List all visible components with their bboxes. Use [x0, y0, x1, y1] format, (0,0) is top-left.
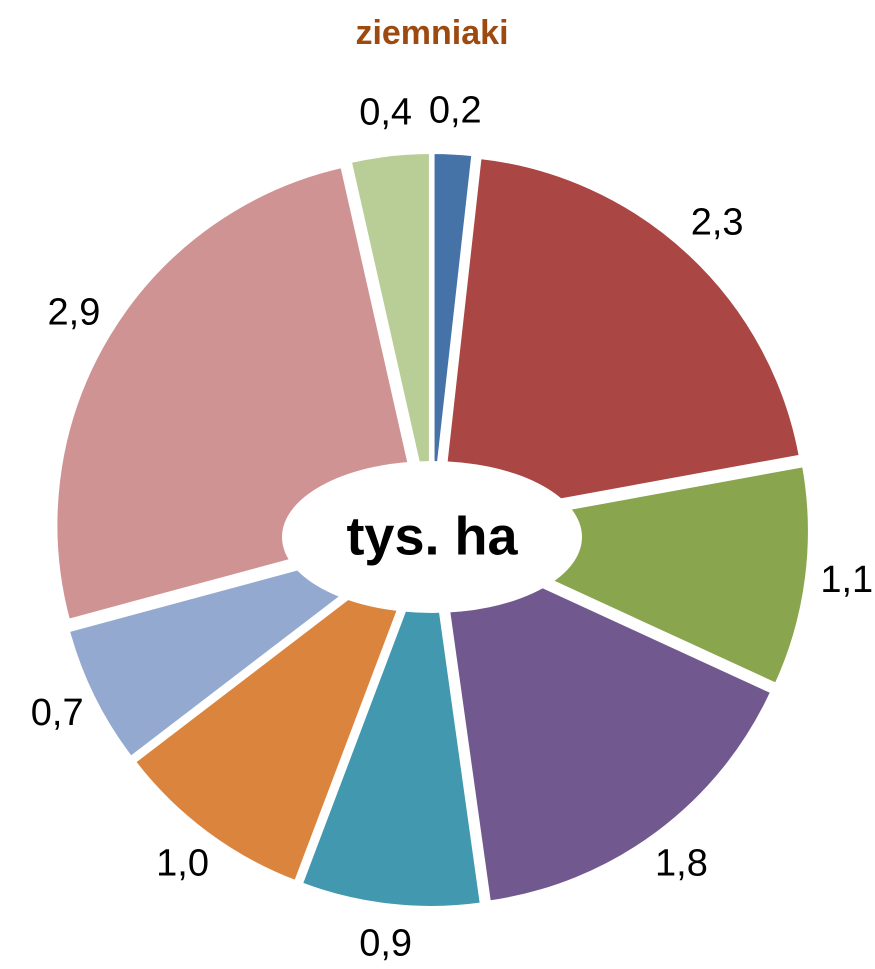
pie-slice [347, 150, 433, 521]
pie-slice [298, 539, 485, 910]
center-hole [282, 461, 582, 613]
pie-slice [435, 534, 775, 905]
chart-title: ziemniaki [355, 14, 508, 52]
data-label: 1,1 [820, 559, 873, 601]
data-label: 2,3 [691, 201, 744, 243]
data-label: 2,9 [48, 291, 101, 333]
pie-slice [131, 532, 431, 885]
data-label: 1,8 [655, 842, 708, 884]
pie-slice [436, 154, 804, 526]
data-label: 0,2 [429, 90, 482, 132]
data-label: 0,4 [359, 92, 412, 134]
data-label: 0,9 [359, 922, 412, 964]
data-label: 1,0 [156, 842, 209, 884]
center-label: tys. ha [346, 506, 518, 566]
data-label: 0,7 [31, 692, 84, 734]
